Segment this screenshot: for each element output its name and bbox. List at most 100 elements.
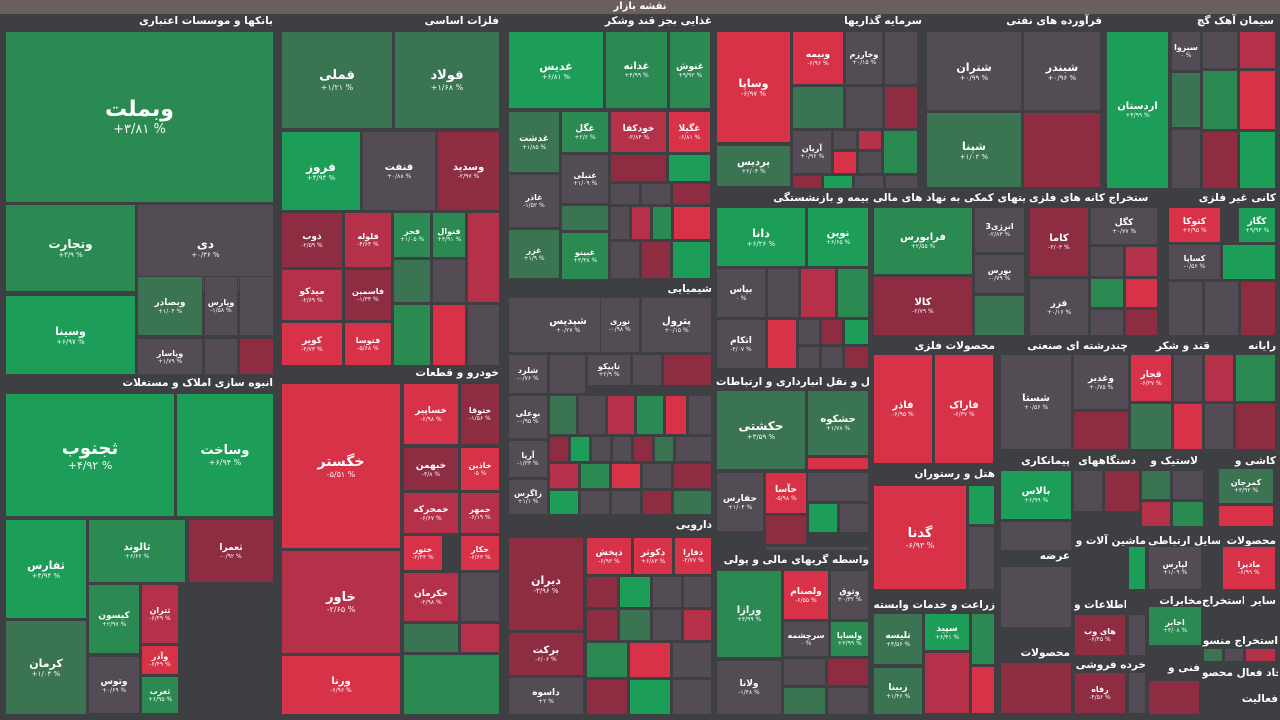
tile-minor[interactable] [1172,501,1204,527]
tile-minor[interactable] [610,206,630,240]
tile-minor[interactable] [1235,354,1276,402]
tile-minor[interactable] [641,241,671,279]
tile-dfara[interactable]: دفارا -۲/۷۷ % [674,537,712,575]
tile-minor[interactable] [767,319,797,369]
tile-minor[interactable] [807,457,869,470]
tile-minor[interactable] [672,241,711,279]
tile-minor[interactable] [675,436,712,462]
tile-minor[interactable] [783,658,826,686]
tile-tgharb[interactable]: ثغرب +۶/۹۵ % [141,676,179,714]
tile-minor[interactable] [1125,246,1158,277]
tile-vtejarat[interactable]: وتجارت +۳/۹ % [5,204,136,292]
tile-foolad[interactable]: فولاد +۱/۶۸ % [394,31,500,129]
tile-minor[interactable] [1073,411,1129,450]
tile-kerman[interactable]: کرمان +۱/۰۴ % [5,620,87,715]
tile-minor[interactable] [765,515,807,545]
tile-minor[interactable] [683,576,712,608]
tile-fajr2[interactable]: فاذر -۶/۹۵ % [873,354,933,464]
tile-meydko[interactable]: میدکو -۲/۶۹ % [281,269,343,321]
tile-minor[interactable] [586,642,628,678]
tile-khtoor[interactable]: ختور -۲/۴۴ % [403,535,443,571]
tile-minor[interactable] [580,490,610,515]
tile-minor[interactable] [798,346,820,369]
tile-minor[interactable] [1104,470,1140,512]
tile-minor[interactable] [883,130,918,174]
tile-minor[interactable] [578,395,606,435]
tile-khdayan[interactable]: خاذین -۵ % [460,447,500,491]
tile-minor[interactable] [808,503,838,533]
tile-fetoosa[interactable]: فتوسا -۵/۶۸ % [344,322,392,366]
tile-minor[interactable] [549,395,577,435]
tile-dasveh[interactable]: داسوه +۲ % [508,677,584,715]
tile-lapars[interactable]: لپارس +۱/۰۹ % [1148,546,1202,590]
tile-bourse[interactable]: بورس -۰/۷۹ % [974,254,1025,294]
tile-minor[interactable] [683,609,712,641]
tile-khavar[interactable]: خاور -۲/۶۵ % [281,550,401,654]
tile-minor[interactable] [1090,309,1124,336]
tile-minor[interactable] [1239,31,1276,69]
tile-vsarcheshmeh[interactable]: سرچشمه ۰ % [783,621,829,657]
tile-fajr[interactable]: فجر +۱/۰۵ % [393,212,431,258]
tile-minor[interactable] [460,572,500,622]
tile-minor[interactable] [792,175,822,189]
tile-minor[interactable] [642,463,672,489]
tile-minor[interactable] [1218,505,1274,527]
tile-minor[interactable] [652,206,672,240]
tile-ghgila[interactable]: غگیلا -۶/۸۱ % [668,111,711,153]
tile-sabzva[interactable]: سبزوا ۰ % [1171,31,1201,71]
tile-minor[interactable] [586,609,618,641]
tile-shatran[interactable]: شتران +۰/۹۹ % [926,31,1022,111]
tile-minor[interactable] [1204,281,1239,336]
tile-minor[interactable] [654,436,674,462]
tile-tjonoob[interactable]: ثجنوب +۴/۹۲ % [5,393,175,517]
tile-atkam[interactable]: اتکام -۳/۰۷ % [716,319,766,369]
tile-minor[interactable] [971,666,995,714]
tile-kermipan[interactable]: کمرجان +۳/۹۲ % [1218,468,1274,504]
tile-tfars[interactable]: ثفارس +۴/۹۴ % [5,519,87,619]
tile-ghgol[interactable]: غگل +۲/۶ % [561,111,609,153]
tile-minor[interactable] [884,86,918,129]
tile-minor[interactable] [611,463,641,489]
tile-rafah[interactable]: رفاه -۴/۵۶ % [1074,672,1126,714]
tile-minor[interactable] [393,259,431,303]
tile-minor[interactable] [884,31,918,85]
tile-shpena[interactable]: شپنا +۱/۰۲ % [926,112,1022,188]
tile-ghnabi[interactable]: غنبلی +۱/۰۹ % [561,154,609,204]
tile-minor[interactable] [1202,131,1238,189]
tile-kama[interactable]: کاما -۳/۰۳ % [1029,207,1089,277]
tile-kagol[interactable]: کگل +۰/۷۷ % [1090,207,1158,245]
tile-minor[interactable] [1130,403,1172,450]
tile-vbmellat[interactable]: وبملت +۳/۸۱ % [5,31,274,203]
tile-zob[interactable]: ذوب -۲/۵۹ % [281,212,343,268]
tile-minor[interactable] [663,354,712,386]
tile-khkar[interactable]: خکار -۶/۶۳ % [460,535,500,571]
tile-minor[interactable] [1240,281,1276,336]
tile-fazar[interactable]: فزر +۰/۱۶ % [1029,278,1089,336]
tile-balas[interactable]: بالاس +۶/۹۹ % [1000,470,1072,520]
tile-minor[interactable] [619,609,651,641]
tile-minor[interactable] [641,183,671,205]
tile-minor[interactable] [854,175,884,189]
tile-minor[interactable] [800,268,836,318]
tile-minor[interactable] [668,154,711,182]
tile-shesta[interactable]: شستا +۰/۵۶ % [1000,354,1072,450]
tile-aryan[interactable]: آریان +۰/۹۶ % [792,130,832,174]
tile-minor[interactable] [467,212,500,303]
tile-minor[interactable] [672,679,712,715]
tile-minor[interactable] [612,436,632,462]
tile-minor[interactable] [827,658,869,686]
tile-minor[interactable] [1000,662,1072,714]
tile-khkarman[interactable]: خکرمان -۲/۹۸ % [403,572,459,622]
tile-faraak[interactable]: فاراک -۶/۳۷ % [934,354,994,464]
tile-minor[interactable] [837,268,869,318]
tile-minor[interactable] [1224,648,1244,662]
tile-tlisen[interactable]: تلیسه +۴/۵۶ % [873,613,923,665]
tile-minor[interactable] [586,576,618,608]
tile-minor[interactable] [467,304,500,366]
tile-minor[interactable] [239,276,274,336]
tile-hasa[interactable]: حآسا -۵/۹۸ % [765,472,807,514]
tile-khmohr[interactable]: خمهر -۶/۱۹ % [460,492,500,534]
tile-vlana[interactable]: ولانا -۱/۴۸ % [716,660,782,715]
tile-minor[interactable] [673,206,711,240]
tile-dirad[interactable]: دیران -۳/۹۶ % [508,537,584,631]
